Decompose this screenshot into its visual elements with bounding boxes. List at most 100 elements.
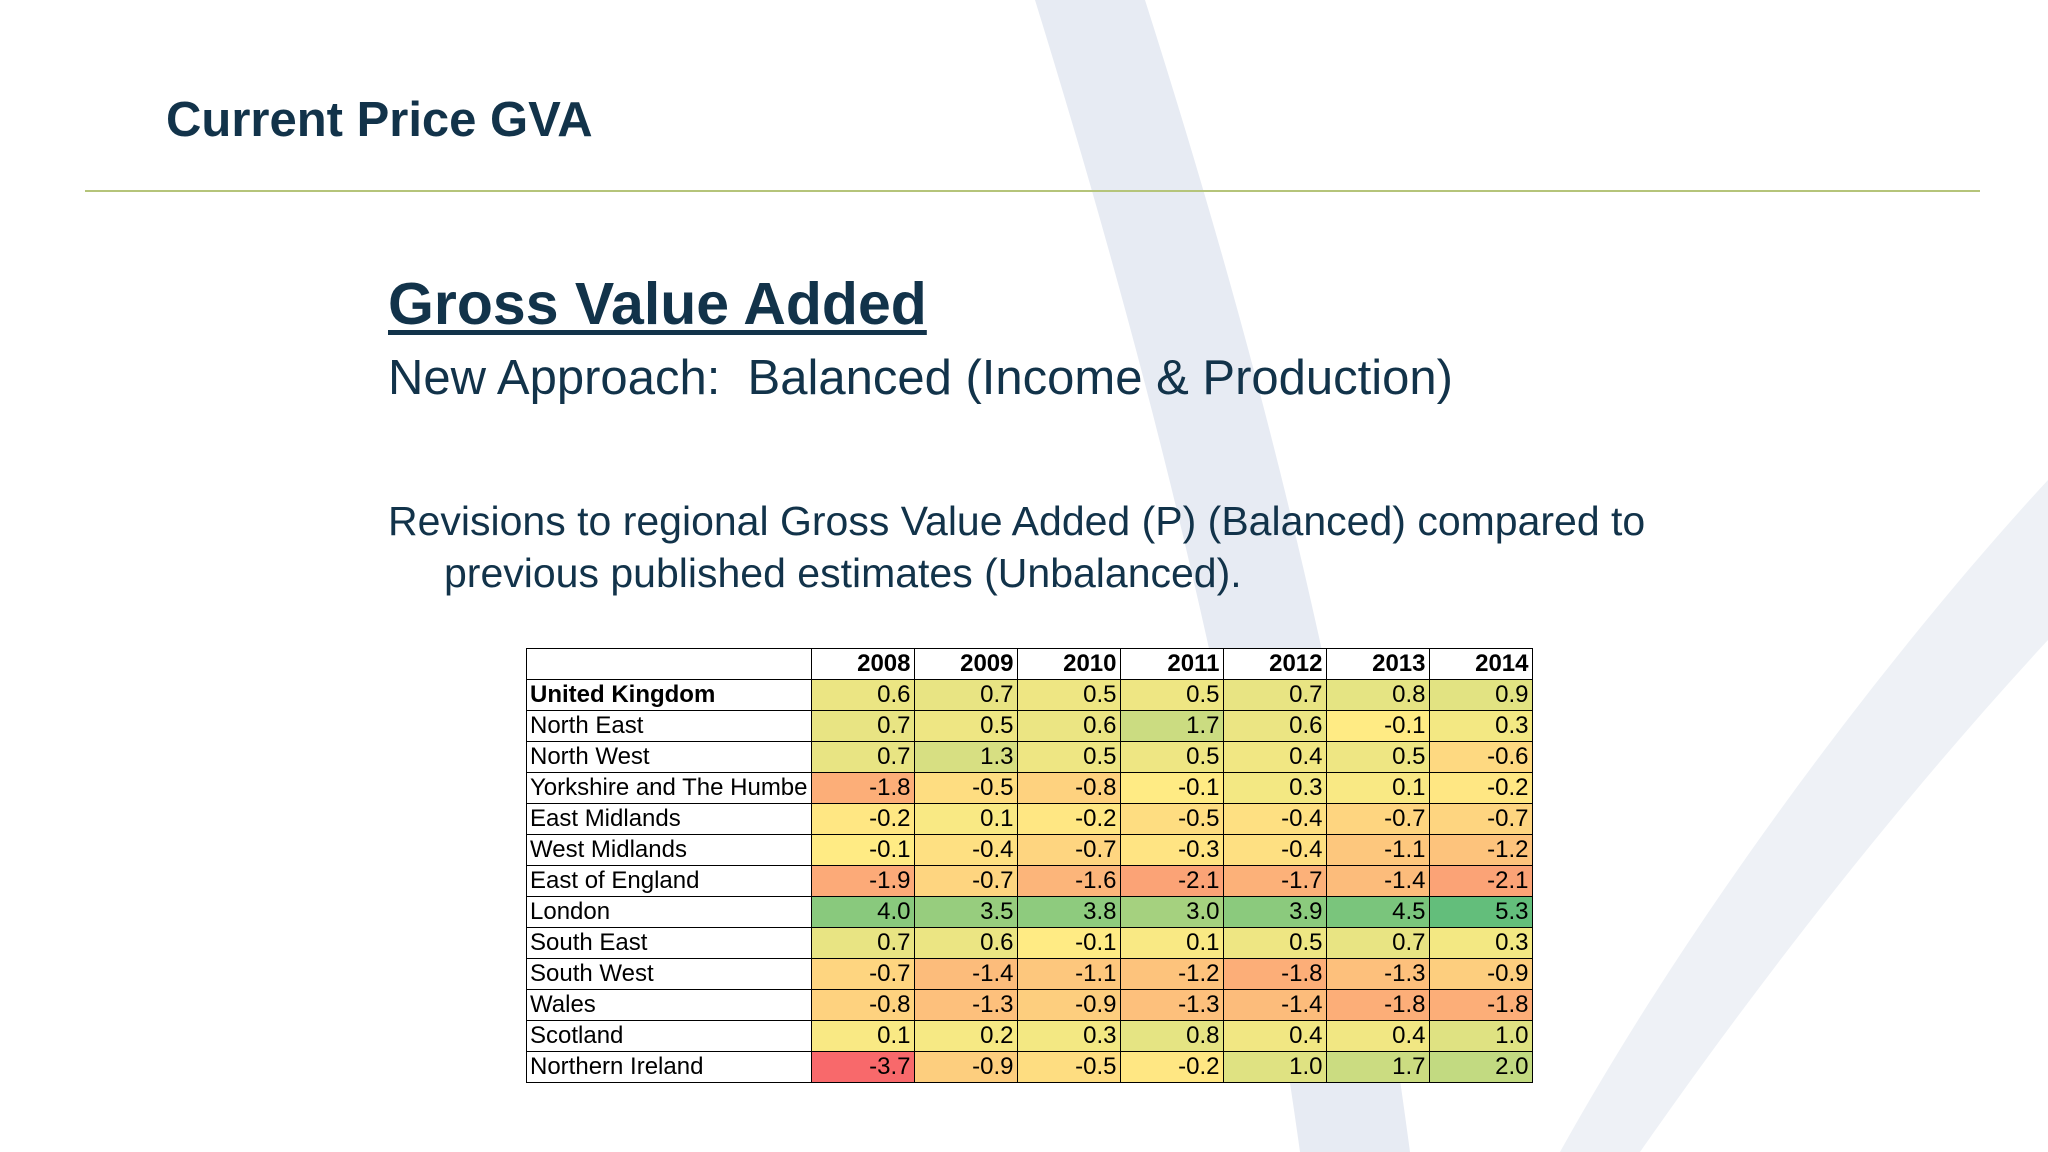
value-cell: 0.5 — [1016, 741, 1121, 773]
value-cell: -1.4 — [1222, 989, 1327, 1021]
table-row: East of England -1.9 -0.7 -1.6 -2.1 -1.7 -1.4-… — [526, 865, 1533, 897]
value-cell: -1.4 — [913, 958, 1018, 990]
value-cell: -0.7 — [1428, 803, 1533, 835]
value-cell: -1.1 — [1325, 834, 1430, 866]
value-cell: -0.2 — [1428, 772, 1533, 804]
value-cell: 0.5 — [1222, 927, 1327, 959]
value-cell: -0.4 — [1222, 834, 1327, 866]
title-divider — [85, 190, 1980, 192]
value-cell: 0.7 — [810, 741, 915, 773]
value-cell: 0.4 — [1222, 741, 1327, 773]
value-cell: -0.7 — [1325, 803, 1430, 835]
year-header-2010: 2010 — [1016, 648, 1121, 680]
value-cell: 0.7 — [810, 710, 915, 742]
value-cell: -0.7 — [913, 865, 1018, 897]
value-cell: 0.6 — [810, 679, 915, 711]
value-cell: 0.4 — [1222, 1020, 1327, 1052]
year-header-2009: 2009 — [913, 648, 1018, 680]
value-cell: 3.9 — [1222, 896, 1327, 928]
value-cell: 0.3 — [1016, 1020, 1121, 1052]
value-cell: 0.4 — [1325, 1020, 1430, 1052]
value-cell: 0.1 — [913, 803, 1018, 835]
table-row: East Midlands -0.2 0.1 -0.2 -0.5 -0.4 -0.7 -0.7 — [526, 803, 1533, 835]
value-cell: -0.6 — [1428, 741, 1533, 773]
value-cell: -1.8 — [810, 772, 915, 804]
value-cell: -0.2 — [1119, 1051, 1224, 1083]
value-cell: 0.5 — [913, 710, 1018, 742]
year-header-2011: 2011 — [1119, 648, 1224, 680]
value-cell: 0.1 — [810, 1020, 915, 1052]
region-label: London — [526, 896, 812, 928]
value-cell: 0.7 — [913, 679, 1018, 711]
value-cell: 0.2 — [913, 1020, 1018, 1052]
value-cell: -0.1 — [1325, 710, 1430, 742]
value-cell: 0.5 — [1325, 741, 1430, 773]
value-cell: -1.8 — [1428, 989, 1533, 1021]
value-cell: -1.2 — [1428, 834, 1533, 866]
table-row: West Midlands -0.1 -0.4 -0.7 -0.3 -0.4 -1.1 -1.… — [526, 834, 1533, 866]
table-corner-cell — [526, 648, 812, 680]
table-row: Wales -0.8 -1.3 -0.9 -1.3 -1.4 -1.8 -1.8 — [526, 989, 1533, 1021]
value-cell: -1.4 — [1325, 865, 1430, 897]
value-cell: 0.3 — [1428, 927, 1533, 959]
value-cell: -0.5 — [1119, 803, 1224, 835]
value-cell: 1.7 — [1119, 710, 1224, 742]
value-cell: 3.8 — [1016, 896, 1121, 928]
value-cell: 0.1 — [1325, 772, 1430, 804]
slide-title: Current Price GVA — [166, 93, 593, 147]
region-label: North East — [526, 710, 812, 742]
table-row: North East 0.7 0.5 0.6 1.7 0.6 -0.1 0.3 — [526, 710, 1533, 742]
value-cell: -0.4 — [913, 834, 1018, 866]
year-header-2013: 2013 — [1325, 648, 1430, 680]
value-cell: -1.9 — [810, 865, 915, 897]
table-row: London 4.0 3.5 3.8 3.0 3.9 4.5 5.3 — [526, 896, 1533, 928]
table-row: South West -0.7 -1.4 -1.1 -1.2 -1.8 -1.3 -0.9 — [526, 958, 1533, 990]
table-row: Yorkshire and The Humbe -1.8 -0.5 -0.8 -0.1 0… — [526, 772, 1533, 804]
value-cell: -1.8 — [1325, 989, 1430, 1021]
value-cell: -1.7 — [1222, 865, 1327, 897]
region-label: Scotland — [526, 1020, 812, 1052]
value-cell: 2.0 — [1428, 1051, 1533, 1083]
region-label: East Midlands — [526, 803, 812, 835]
value-cell: -1.8 — [1222, 958, 1327, 990]
value-cell: 0.9 — [1428, 679, 1533, 711]
value-cell: 1.3 — [913, 741, 1018, 773]
year-header-2008: 2008 — [810, 648, 915, 680]
value-cell: -0.8 — [1016, 772, 1121, 804]
value-cell: -0.2 — [810, 803, 915, 835]
value-cell: -0.1 — [1119, 772, 1224, 804]
value-cell: -1.3 — [1119, 989, 1224, 1021]
value-cell: 0.5 — [1016, 679, 1121, 711]
value-cell: -1.2 — [1119, 958, 1224, 990]
value-cell: -2.1 — [1428, 865, 1533, 897]
value-cell: -0.8 — [810, 989, 915, 1021]
value-cell: -0.9 — [913, 1051, 1018, 1083]
region-label: Northern Ireland — [526, 1051, 812, 1083]
value-cell: 0.1 — [1119, 927, 1224, 959]
value-cell: -0.9 — [1428, 958, 1533, 990]
value-cell: -0.5 — [913, 772, 1018, 804]
value-cell: -1.3 — [913, 989, 1018, 1021]
table-row: Northern Ireland -3.7 -0.9 -0.5 -0.2 1.0 1.7 2.… — [526, 1051, 1533, 1083]
value-cell: 0.6 — [1222, 710, 1327, 742]
value-cell: 1.0 — [1222, 1051, 1327, 1083]
region-label: United Kingdom — [526, 679, 812, 711]
value-cell: -0.3 — [1119, 834, 1224, 866]
table-row: North West 0.7 1.3 0.5 0.5 0.4 0.5 -0.6 — [526, 741, 1533, 773]
value-cell: 0.3 — [1222, 772, 1327, 804]
value-cell: 0.7 — [1325, 927, 1430, 959]
value-cell: 0.8 — [1325, 679, 1430, 711]
value-cell: -0.4 — [1222, 803, 1327, 835]
table-description: Revisions to regional Gross Value Added … — [388, 498, 1646, 596]
value-cell: 1.7 — [1325, 1051, 1430, 1083]
section-subheading: New Approach: Balanced (Income & Product… — [388, 351, 1453, 405]
region-label: West Midlands — [526, 834, 812, 866]
value-cell: -0.9 — [1016, 989, 1121, 1021]
region-label: North West — [526, 741, 812, 773]
gva-revisions-table: 2008 2009 2010 2011 2012 2013 2014 United King… — [526, 648, 1533, 1083]
value-cell: -1.6 — [1016, 865, 1121, 897]
value-cell: 0.6 — [913, 927, 1018, 959]
value-cell: -0.7 — [810, 958, 915, 990]
value-cell: 0.5 — [1119, 741, 1224, 773]
value-cell: -0.1 — [1016, 927, 1121, 959]
